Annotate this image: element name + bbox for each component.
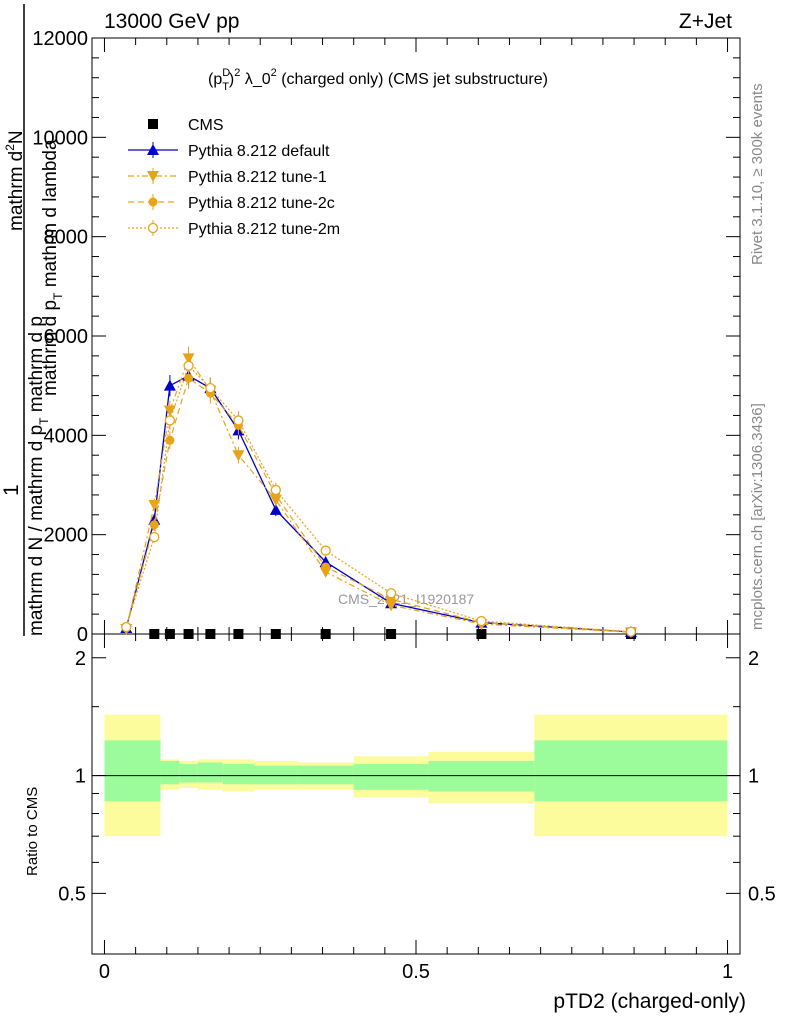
marker-pythia-8-212-tune-2m-3 xyxy=(183,360,194,371)
legend-label-1: Pythia 8.212 default xyxy=(188,143,330,160)
marker-cms-3 xyxy=(205,629,216,639)
legend-marker-0 xyxy=(148,119,158,129)
legend-label-2: Pythia 8.212 tune-1 xyxy=(188,169,327,186)
marker-pythia-8-212-tune-1-1 xyxy=(148,499,161,511)
marker-pythia-8-212-tune-2m-7 xyxy=(320,545,331,556)
marker-pythia-8-212-tune-1-8 xyxy=(385,600,398,612)
legend-marker-1 xyxy=(147,144,159,155)
legend-label-0: CMS xyxy=(188,117,224,134)
ratio-axes: 0.5 0.51 12 20 0.5 1 xyxy=(58,38,776,983)
ratio-ytick-label-right-1: 1 xyxy=(748,766,759,788)
marker-pythia-8-212-tune-2m-0 xyxy=(121,621,132,633)
svg-text:mathrm d pT mathrm d lambda: mathrm d pT mathrm d lambda xyxy=(40,139,65,396)
marker-pythia-8-212-tune-2m-4 xyxy=(205,382,216,394)
marker-pythia-8-212-tune-2m-6 xyxy=(270,484,281,496)
legend-marker-4 xyxy=(147,222,159,234)
marker-pythia-8-212-tune-2c-2 xyxy=(165,435,175,445)
marker-cms-5 xyxy=(270,629,281,639)
ratio-y-label: Ratio to CMS xyxy=(24,787,41,876)
marker-cms-7 xyxy=(386,629,397,639)
series-line-pythia-8-212-tune-2c xyxy=(125,377,631,633)
ratio-inner-band-1 xyxy=(160,760,180,785)
legend-marker-3 xyxy=(148,197,158,207)
ratio-inner-band-5 xyxy=(254,765,298,785)
marker-cms-8 xyxy=(476,629,487,639)
marker-pythia-8-212-tune-2c-3 xyxy=(184,373,194,383)
series-layer xyxy=(120,346,637,639)
header-right: Z+Jet xyxy=(679,10,732,33)
xtick-label-1: 0.5 xyxy=(402,961,430,983)
legend-label-4: Pythia 8.212 tune-2m xyxy=(188,221,340,238)
main-ytick-label-4: 8000 xyxy=(44,227,89,249)
header-left: 13000 GeV pp xyxy=(104,10,239,33)
marker-cms-1 xyxy=(164,629,175,639)
marker-pythia-8-212-tune-2m-2 xyxy=(164,415,176,426)
main-ytick-label-5: 10000 xyxy=(32,127,88,149)
ratio-inner-band-4 xyxy=(222,764,254,785)
ratio-inner-band-9 xyxy=(534,740,728,802)
ratio-inner-band-3 xyxy=(197,762,223,783)
svg-text:mathrm d2N: mathrm d2N xyxy=(3,130,27,231)
ratio-ytick-label-right-0: 0.5 xyxy=(748,883,776,905)
marker-pythia-8-212-default-6 xyxy=(269,503,282,515)
marker-pythia-8-212-tune-2c-7 xyxy=(321,562,331,572)
rivet-label: Rivet 3.1.10, ≥ 300k events xyxy=(749,83,766,265)
ratio-inner-band-6 xyxy=(297,765,354,785)
ratio-ytick-label-right-2: 2 xyxy=(748,648,759,670)
marker-pythia-8-212-tune-2m-10 xyxy=(625,626,637,637)
ratio-bands xyxy=(92,714,740,837)
main-ytick-label-1: 2000 xyxy=(44,525,89,547)
plot-title: (pD T)2 λ_02 (charged only) (CMS jet subs… xyxy=(208,67,548,93)
marker-pythia-8-212-tune-2m-9 xyxy=(476,615,487,627)
legend-label-3: Pythia 8.212 tune-2c xyxy=(188,195,335,212)
y-axis-label: mathrm d N / mathrm d pT mathrm d p 1 ma… xyxy=(0,4,65,636)
series-line-pythia-8-212-tune-2m xyxy=(125,364,632,633)
ratio-inner-band-0 xyxy=(104,740,161,802)
marker-pythia-8-212-tune-2m-5 xyxy=(233,415,244,426)
marker-pythia-8-212-default-2 xyxy=(163,379,176,391)
main-ytick-label-6: 12000 xyxy=(32,28,88,50)
ratio-ytick-label-0: 0.5 xyxy=(58,883,86,905)
main-axes: 0 2000 4000 6000 8000 10000 12000 xyxy=(32,28,740,646)
main-ytick-label-2: 4000 xyxy=(44,425,89,447)
marker-cms-0 xyxy=(149,629,160,639)
marker-pythia-8-212-tune-2c-1 xyxy=(149,520,159,530)
svg-text:mathrm d N / mathrm d pT mathr: mathrm d N / mathrm d pT mathrm d p xyxy=(26,316,51,636)
marker-pythia-8-212-tune-2m-1 xyxy=(149,532,160,543)
ratio-ytick-label-2: 2 xyxy=(75,648,86,670)
x-axis-label: pTD2 (charged-only) xyxy=(553,990,746,1013)
legend-marker-2 xyxy=(147,171,159,182)
ratio-inner-band-8 xyxy=(428,760,535,792)
xtick-label-0: 0 xyxy=(99,961,110,983)
marker-cms-4 xyxy=(233,629,244,639)
mcplots-label: mcplots.cern.ch [arXiv:1306.3436] xyxy=(749,403,766,630)
xtick-label-2: 1 xyxy=(722,961,733,983)
marker-cms-2 xyxy=(183,629,194,639)
marker-pythia-8-212-tune-1-5 xyxy=(232,450,245,462)
ratio-inner-band-2 xyxy=(179,764,198,783)
ratio-inner-band-7 xyxy=(353,764,429,790)
analysis-watermark: CMS_2021_I1920187 xyxy=(338,591,474,607)
marker-cms-6 xyxy=(320,629,331,639)
svg-text:1: 1 xyxy=(0,484,23,496)
marker-pythia-8-212-tune-2m-8 xyxy=(385,588,397,599)
legend: CMS Pythia 8.212 default Pythia 8.212 tune… xyxy=(128,117,340,238)
main-ytick-label-0: 0 xyxy=(77,624,88,646)
main-ytick-label-3: 6000 xyxy=(44,326,89,348)
ratio-ytick-label-1: 1 xyxy=(75,766,86,788)
